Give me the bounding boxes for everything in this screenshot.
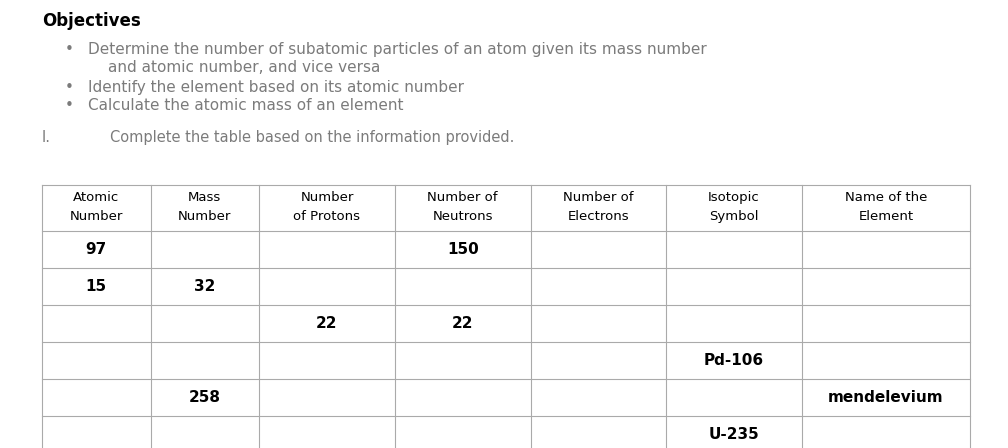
Text: Complete the table based on the information provided.: Complete the table based on the informat… [110,130,514,145]
Text: 97: 97 [86,242,107,257]
Text: Number: Number [70,210,123,223]
Text: of Protons: of Protons [293,210,361,223]
Text: Number: Number [178,210,232,223]
Text: Mass: Mass [188,191,222,204]
Text: Objectives: Objectives [42,12,141,30]
Text: Identify the element based on its atomic number: Identify the element based on its atomic… [88,80,464,95]
Text: Symbol: Symbol [710,210,759,223]
Text: 22: 22 [317,316,338,331]
Text: 150: 150 [447,242,479,257]
Text: Number of: Number of [563,191,634,204]
Text: 15: 15 [86,279,107,294]
Text: Atomic: Atomic [74,191,119,204]
Text: Electrons: Electrons [568,210,629,223]
Text: mendelevium: mendelevium [829,390,943,405]
Text: Calculate the atomic mass of an element: Calculate the atomic mass of an element [88,98,403,113]
Text: Element: Element [859,210,913,223]
Text: •: • [65,42,74,57]
Text: Name of the: Name of the [845,191,927,204]
Text: Pd-106: Pd-106 [704,353,764,368]
Text: •: • [65,98,74,113]
Text: I.: I. [42,130,51,145]
Text: Neutrons: Neutrons [432,210,493,223]
Text: U-235: U-235 [709,427,759,442]
Text: Number: Number [300,191,354,204]
Text: 22: 22 [452,316,474,331]
Text: Isotopic: Isotopic [709,191,760,204]
Text: Number of: Number of [427,191,498,204]
Text: and atomic number, and vice versa: and atomic number, and vice versa [108,60,380,75]
Text: Determine the number of subatomic particles of an atom given its mass number: Determine the number of subatomic partic… [88,42,707,57]
Text: 32: 32 [195,279,216,294]
Text: •: • [65,80,74,95]
Text: 258: 258 [188,390,221,405]
